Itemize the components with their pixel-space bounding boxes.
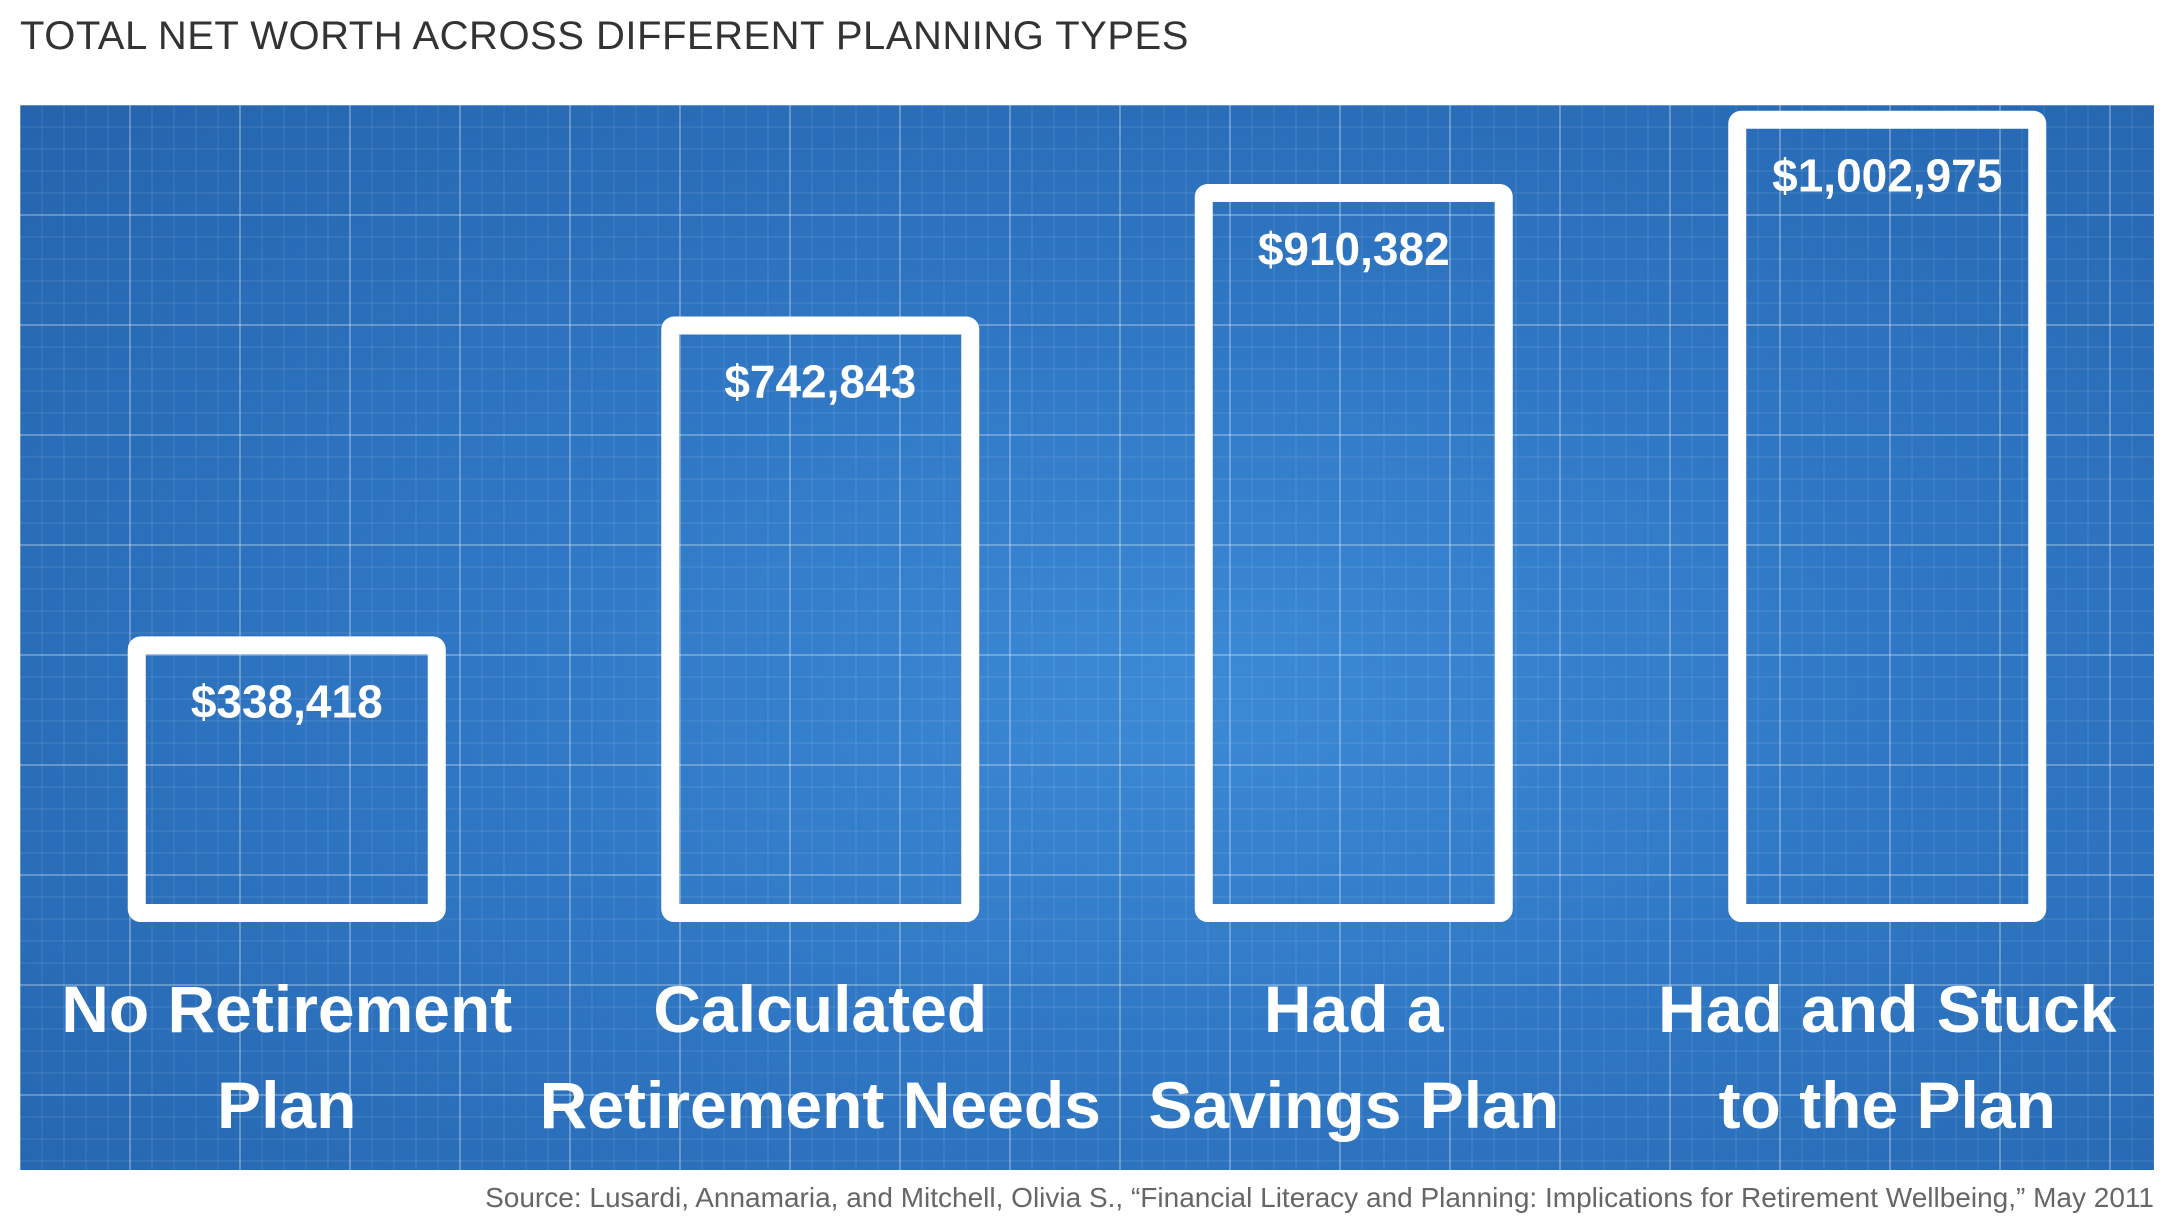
chart-title: TOTAL NET WORTH ACROSS DIFFERENT PLANNIN… xyxy=(20,14,1189,58)
category-label: Had a xyxy=(1264,972,1445,1046)
category-label: Calculated xyxy=(653,972,987,1046)
bar xyxy=(127,636,446,922)
category-label: Retirement Needs xyxy=(540,1068,1101,1142)
source-label: Source: xyxy=(485,1182,582,1213)
bar xyxy=(661,316,980,923)
bar-value-label: $338,418 xyxy=(191,675,383,727)
bar-value-label: $1,002,975 xyxy=(1772,150,2002,202)
category-label: Savings Plan xyxy=(1148,1068,1559,1142)
category-label: Plan xyxy=(217,1068,356,1142)
category-labels: No Retirement Plan Calculated Retirement Ne… xyxy=(61,972,2117,1142)
bar-value-label: $910,382 xyxy=(1258,223,1450,275)
bars xyxy=(127,110,2047,923)
bar-chart: $338,418 $742,843 $910,382 $1,002,975 No Re… xyxy=(20,105,2154,1170)
bar xyxy=(1194,183,1513,923)
category-label: No Retirement xyxy=(61,972,512,1046)
value-labels: $338,418 $742,843 $910,382 $1,002,975 xyxy=(191,150,2003,728)
bar-value-label: $742,843 xyxy=(724,355,916,407)
category-label: Had and Stuck xyxy=(1658,972,2117,1046)
chart-panel: $338,418 $742,843 $910,382 $1,002,975 No Re… xyxy=(20,105,2154,1170)
source-text: Lusardi, Annamaria, and Mitchell, Olivia… xyxy=(589,1182,2154,1213)
bar xyxy=(1728,110,2047,922)
source-citation: Source: Lusardi, Annamaria, and Mitchell… xyxy=(485,1182,2154,1214)
category-label: to the Plan xyxy=(1719,1068,2056,1142)
